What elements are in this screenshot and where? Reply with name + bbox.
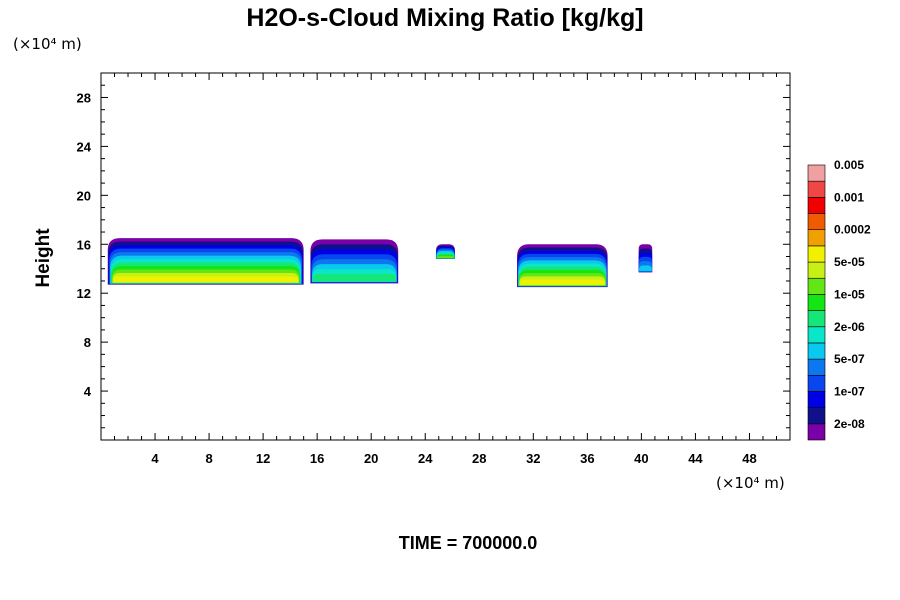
y-tick-label: 16 (77, 237, 91, 252)
colorbar-label: 5e-07 (834, 352, 865, 366)
y-tick-label: 12 (77, 286, 91, 301)
x-axis-ticks: 4 8 12 16 20 24 28 32 36 40 44 48 (114, 73, 777, 466)
colorbar-swatch (807, 197, 826, 214)
y-tick-label: 20 (77, 188, 91, 203)
colorbar-swatch (807, 294, 826, 311)
x-tick-label: 44 (688, 451, 703, 466)
colorbar-label: 2e-08 (834, 417, 865, 431)
colorbar-swatch (807, 374, 826, 392)
x-tick-label: 8 (205, 451, 212, 466)
x-tick-label: 48 (742, 451, 756, 466)
y-tick-label: 24 (77, 139, 92, 154)
colorbar-label: 1e-05 (834, 287, 865, 301)
x-tick-label: 40 (634, 451, 648, 466)
x-tick-label: 36 (580, 451, 594, 466)
colorbar-swatch (807, 229, 826, 247)
x-tick-label: 12 (256, 451, 270, 466)
cloud-contour-4-level-12 (519, 279, 606, 286)
x-tick-label: 24 (418, 451, 433, 466)
colorbar-label: 5e-05 (834, 255, 865, 269)
colorbar-swatch (807, 326, 826, 344)
colorbar-swatch (807, 358, 826, 376)
colorbar-swatch (807, 164, 826, 182)
colorbar-label: 0.005 (834, 158, 864, 172)
cloud-contour-5-level-6 (639, 265, 652, 272)
colorbar-swatch (807, 342, 826, 360)
y-tick-label: 8 (84, 335, 91, 350)
cloud-field (107, 238, 653, 288)
colorbar-label: 0.0002 (834, 223, 871, 237)
colorbar-swatch (807, 391, 826, 408)
y-axis-label: Height (33, 228, 54, 288)
colorbar-swatch (807, 310, 826, 328)
colorbar-label: 2e-06 (834, 320, 865, 334)
colorbar-swatch (807, 261, 826, 279)
chart-title: H2O-s-Cloud Mixing Ratio [kg/kg] (246, 4, 643, 32)
x-unit-label: (×10⁴ m) (716, 474, 785, 492)
colorbar-swatch (807, 213, 826, 231)
y-unit-label: (×10⁴ m) (13, 35, 82, 53)
y-tick-label: 28 (77, 90, 91, 105)
x-tick-label: 20 (364, 451, 378, 466)
colorbar: 2e-08 1e-07 5e-07 2e-06 1e-05 5e-05 0.0002 0.00… (807, 158, 871, 441)
x-tick-label: 4 (151, 451, 159, 466)
y-axis-ticks: 4 8 12 16 20 24 28 (77, 84, 790, 429)
colorbar-label: 1e-07 (834, 384, 865, 398)
colorbar-label: 0.001 (834, 190, 864, 204)
cloud-contour-2-level-8 (312, 274, 396, 282)
cloud-contour-1-level-12 (113, 276, 299, 283)
colorbar-swatch (807, 407, 826, 425)
colorbar-swatch (807, 245, 826, 263)
x-tick-label: 16 (310, 451, 324, 466)
colorbar-swatch (807, 423, 826, 441)
colorbar-swatch (807, 180, 826, 198)
cloud-contour-3-level-10 (436, 256, 455, 260)
x-tick-label: 32 (526, 451, 540, 466)
y-tick-label: 4 (84, 384, 92, 399)
colorbar-swatch (807, 277, 826, 295)
x-tick-label: 28 (472, 451, 486, 466)
time-label: TIME = 700000.0 (399, 533, 538, 553)
